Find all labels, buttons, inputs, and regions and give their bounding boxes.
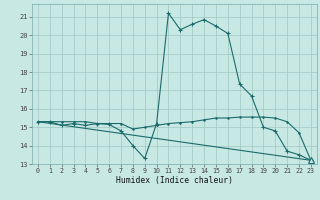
X-axis label: Humidex (Indice chaleur): Humidex (Indice chaleur) [116,176,233,185]
